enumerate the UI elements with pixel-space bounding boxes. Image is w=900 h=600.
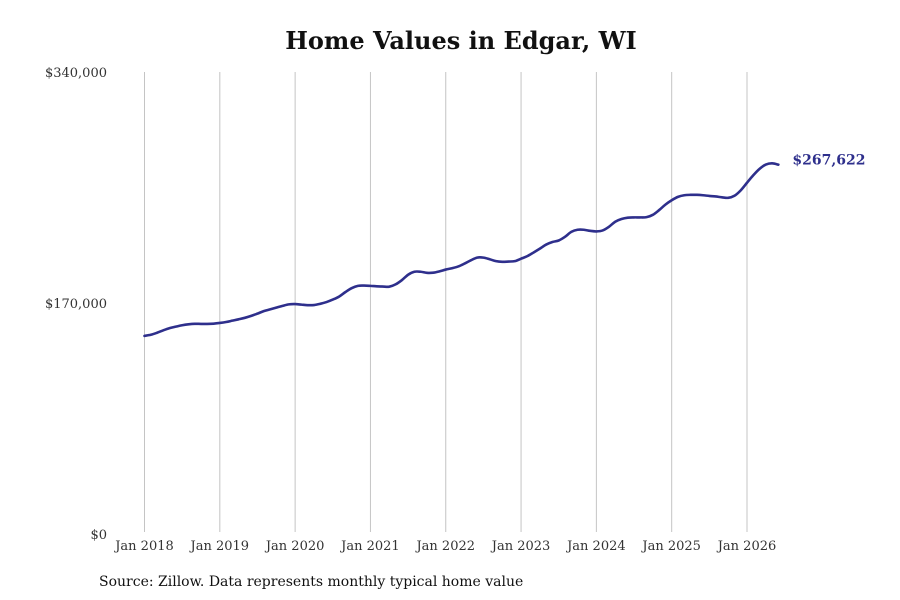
y-axis: $0 $170,000 $340,000: [45, 66, 107, 543]
x-tick-label: Jan 2021: [339, 539, 400, 554]
x-tick-label: Jan 2024: [565, 539, 626, 554]
grid-lines: [144, 72, 748, 532]
y-tick-label: $340,000: [45, 66, 107, 81]
annotations: $267,622: [792, 153, 865, 169]
y-tick-label: $170,000: [45, 297, 107, 312]
x-tick-label: Jan 2018: [113, 539, 174, 554]
series-line: [143, 162, 780, 338]
x-tick-label: Jan 2023: [490, 539, 551, 554]
x-tick-label: Jan 2026: [716, 539, 777, 554]
y-tick-label: $0: [90, 528, 107, 543]
source-note: Source: Zillow. Data represents monthly …: [99, 574, 524, 590]
chart-title: Home Values in Edgar, WI: [285, 26, 637, 55]
x-axis: Jan 2018 Jan 2019 Jan 2020 Jan 2021 Jan 2022…: [113, 539, 776, 554]
x-tick-label: Jan 2020: [264, 539, 325, 554]
x-tick-label: Jan 2022: [414, 539, 475, 554]
x-tick-label: Jan 2025: [640, 539, 701, 554]
x-tick-label: Jan 2019: [189, 539, 250, 554]
end-value-label: $267,622: [792, 153, 865, 169]
series-layer: [143, 162, 780, 338]
